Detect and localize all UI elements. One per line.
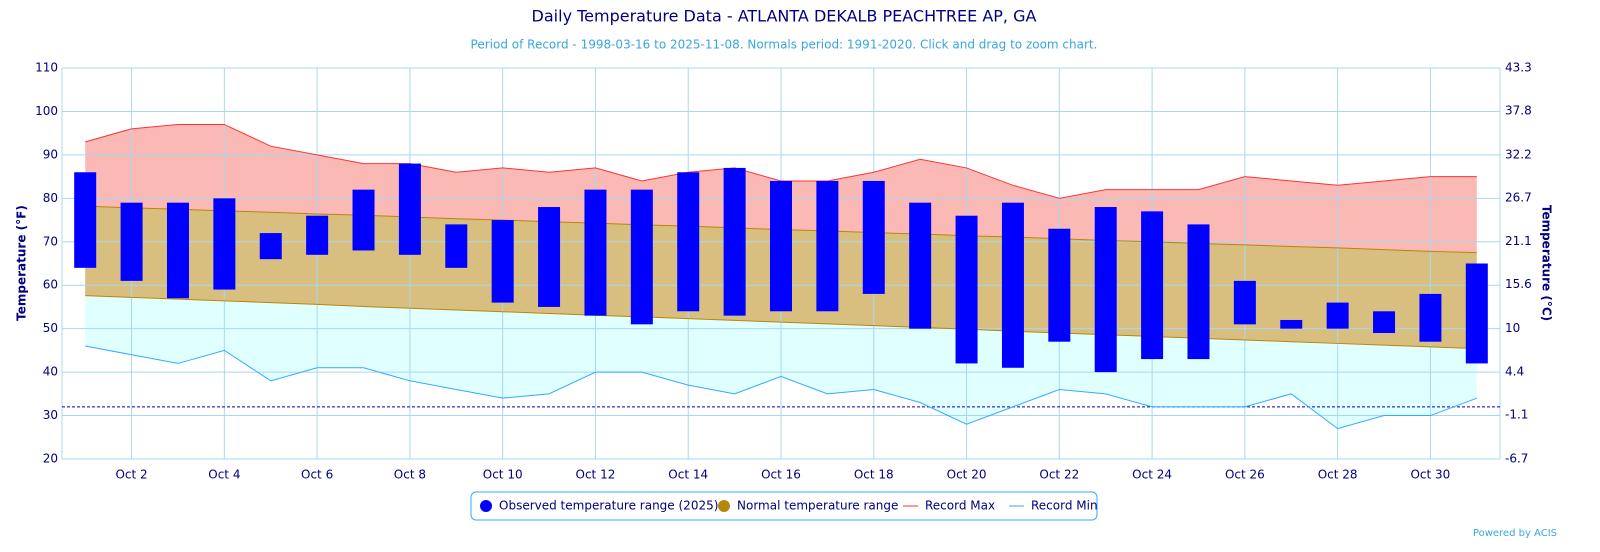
y-tick-label: 50 [43, 321, 58, 335]
y2-tick-label: 26.7 [1505, 190, 1532, 204]
observed-bar [909, 202, 932, 329]
y-tick-label: 90 [43, 147, 58, 161]
x-tick-label: Oct 20 [947, 468, 987, 482]
observed-bar [398, 163, 421, 255]
observed-bar [445, 224, 468, 268]
observed-bar [723, 167, 746, 316]
legend-label[interactable]: Record Min [1031, 499, 1098, 513]
y-tick-label: 30 [43, 408, 58, 422]
x-tick-label: Oct 24 [1132, 468, 1172, 482]
normal-low-line [85, 295, 1477, 350]
observed-bar [1326, 302, 1349, 329]
y-tick-label: 100 [35, 104, 58, 118]
y-tick-label: 20 [43, 452, 58, 466]
x-tick-label: Oct 6 [301, 468, 333, 482]
observed-bar [630, 189, 653, 325]
observed-bar [1465, 263, 1488, 364]
x-tick-label: Oct 18 [854, 468, 894, 482]
observed-bar [352, 189, 375, 251]
x-tick-label: Oct 8 [394, 468, 426, 482]
legend-label[interactable]: Observed temperature range (2025) [499, 499, 718, 513]
chart-title: Daily Temperature Data - ATLANTA DEKALB … [532, 7, 1037, 26]
x-tick-label: Oct 26 [1225, 468, 1265, 482]
observed-bar [1187, 224, 1210, 360]
x-tick-label: Oct 14 [668, 468, 708, 482]
y2-tick-label: 21.1 [1505, 234, 1532, 248]
observed-bar [74, 172, 97, 268]
y2-tick-label: -6.7 [1505, 452, 1528, 466]
observed-bar [1094, 207, 1117, 373]
y-tick-label: 70 [43, 234, 58, 248]
x-tick-label: Oct 12 [576, 468, 616, 482]
x-tick-label: Oct 22 [1039, 468, 1079, 482]
y2-tick-label: -1.1 [1505, 408, 1528, 422]
credit: Powered by ACIS [1473, 528, 1557, 539]
y-axis-label: Temperature (°F) [15, 205, 29, 321]
y2-tick-label: 15.6 [1505, 277, 1532, 291]
y2-tick-label: 37.8 [1505, 104, 1532, 118]
legend-marker [718, 500, 730, 512]
observed-bar [862, 180, 885, 294]
chart-subtitle: Period of Record - 1998-03-16 to 2025-11… [471, 38, 1098, 52]
y2-tick-label: 43.3 [1505, 61, 1532, 75]
x-tick-label: Oct 2 [115, 468, 147, 482]
legend-box [470, 491, 1098, 521]
x-tick-label: Oct 16 [761, 468, 801, 482]
observed-bar [677, 172, 700, 312]
y2-tick-label: 32.2 [1505, 147, 1532, 161]
observed-bar [1048, 228, 1071, 342]
observed-bar [166, 202, 189, 299]
x-tick-label: Oct 4 [208, 468, 240, 482]
y2-tick-label: 10 [1505, 321, 1520, 335]
observed-bar [770, 180, 792, 312]
legend-label[interactable]: Normal temperature range [737, 499, 898, 513]
observed-bar [1280, 319, 1303, 329]
y2-tick-label: 4.4 [1505, 365, 1524, 379]
legend-label[interactable]: Record Max [925, 499, 995, 513]
observed-bar [955, 215, 978, 364]
observed-bar [584, 189, 607, 316]
observed-bar [1141, 211, 1164, 360]
observed-bar [213, 198, 236, 290]
y-tick-label: 110 [35, 61, 58, 75]
observed-bar [538, 207, 561, 307]
observed-bar [259, 233, 282, 260]
observed-bar [1419, 293, 1442, 342]
observed-bar [1001, 202, 1024, 368]
x-tick-label: Oct 28 [1318, 468, 1358, 482]
observed-bar [306, 215, 329, 255]
observed-bar [816, 180, 839, 312]
x-tick-label: Oct 30 [1410, 468, 1450, 482]
y-tick-label: 40 [43, 365, 58, 379]
record-min-line [85, 345, 1477, 430]
legend-marker [480, 500, 492, 512]
y-tick-label: 60 [43, 278, 58, 292]
observed-bar [1233, 280, 1256, 325]
x-tick-label: Oct 10 [483, 468, 523, 482]
y2-axis-label: Temperature (°C) [1540, 205, 1554, 321]
observed-bar [120, 202, 143, 281]
observed-bar [1373, 311, 1396, 334]
observed-bar [491, 220, 514, 303]
y-tick-label: 80 [43, 191, 58, 205]
